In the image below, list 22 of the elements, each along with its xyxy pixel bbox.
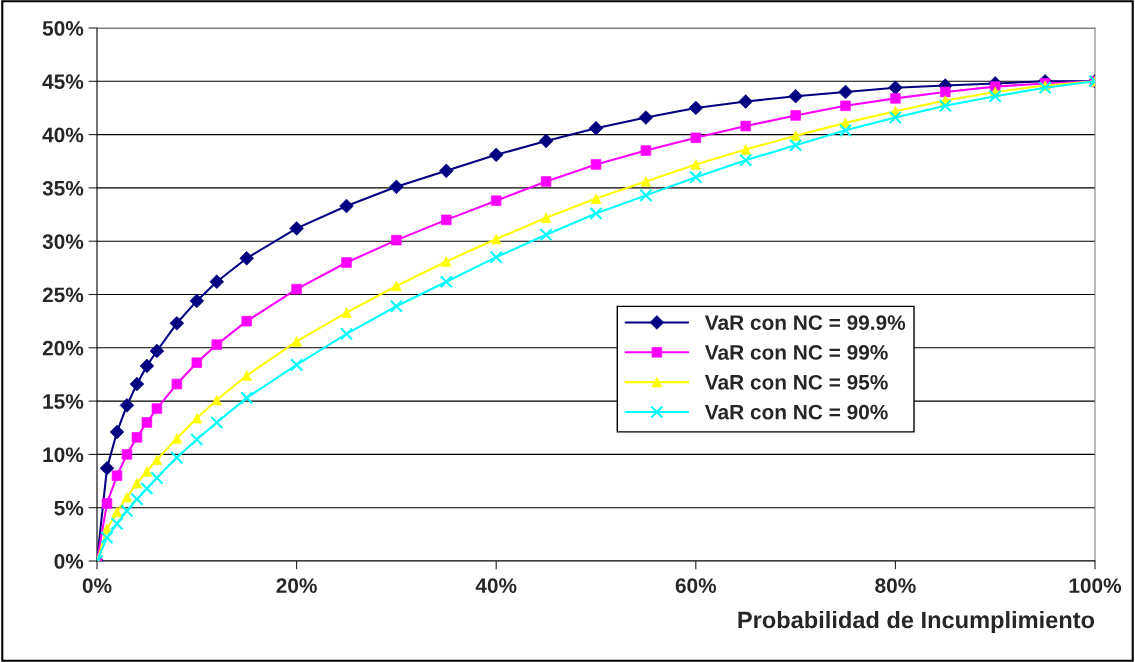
x-tick-label: 80%: [875, 578, 916, 593]
legend-label: VaR con NC = 90%: [704, 404, 888, 420]
legend-label: VaR con NC = 95%: [704, 374, 888, 390]
y-tick-label: 35%: [42, 180, 84, 196]
y-tick-label: 40%: [42, 127, 84, 143]
y-tick-label: 20%: [42, 340, 84, 356]
y-tick-label: 0%: [54, 554, 84, 569]
x-tick-label: 100%: [1069, 578, 1122, 593]
x-tick-label: 0%: [82, 578, 112, 593]
y-tick-label: 50%: [42, 21, 84, 36]
y-tick-label: 5%: [54, 500, 84, 516]
x-tick-label: 40%: [475, 578, 517, 593]
y-tick-label: 25%: [42, 287, 84, 303]
y-tick-label: 10%: [43, 447, 84, 463]
x-tick-label: 20%: [276, 578, 317, 593]
x-axis-title: Probabilidad de Incumplimiento: [738, 610, 1095, 633]
x-tick-label: 60%: [675, 578, 717, 593]
y-tick-label: 45%: [42, 74, 84, 90]
y-tick-label: 15%: [43, 394, 84, 409]
legend-label: VaR con NC = 99%: [704, 345, 888, 360]
legend-label: VaR con NC = 99.9%: [704, 315, 906, 330]
y-tick-label: 30%: [42, 234, 84, 249]
